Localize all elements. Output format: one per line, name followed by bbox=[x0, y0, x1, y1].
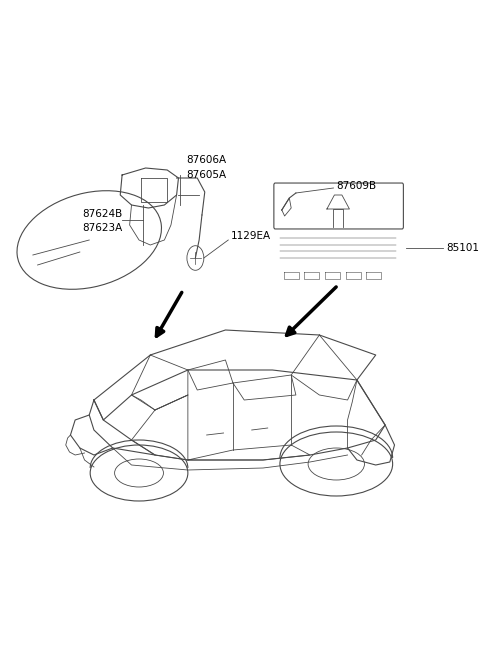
Text: 87606A: 87606A bbox=[186, 155, 226, 165]
Text: 85101: 85101 bbox=[446, 243, 479, 253]
Text: 87605A: 87605A bbox=[186, 170, 226, 180]
Text: 1129EA: 1129EA bbox=[231, 231, 271, 241]
Text: 87624B: 87624B bbox=[83, 209, 123, 219]
Text: 87609B: 87609B bbox=[336, 181, 376, 191]
Text: 87623A: 87623A bbox=[83, 223, 123, 233]
